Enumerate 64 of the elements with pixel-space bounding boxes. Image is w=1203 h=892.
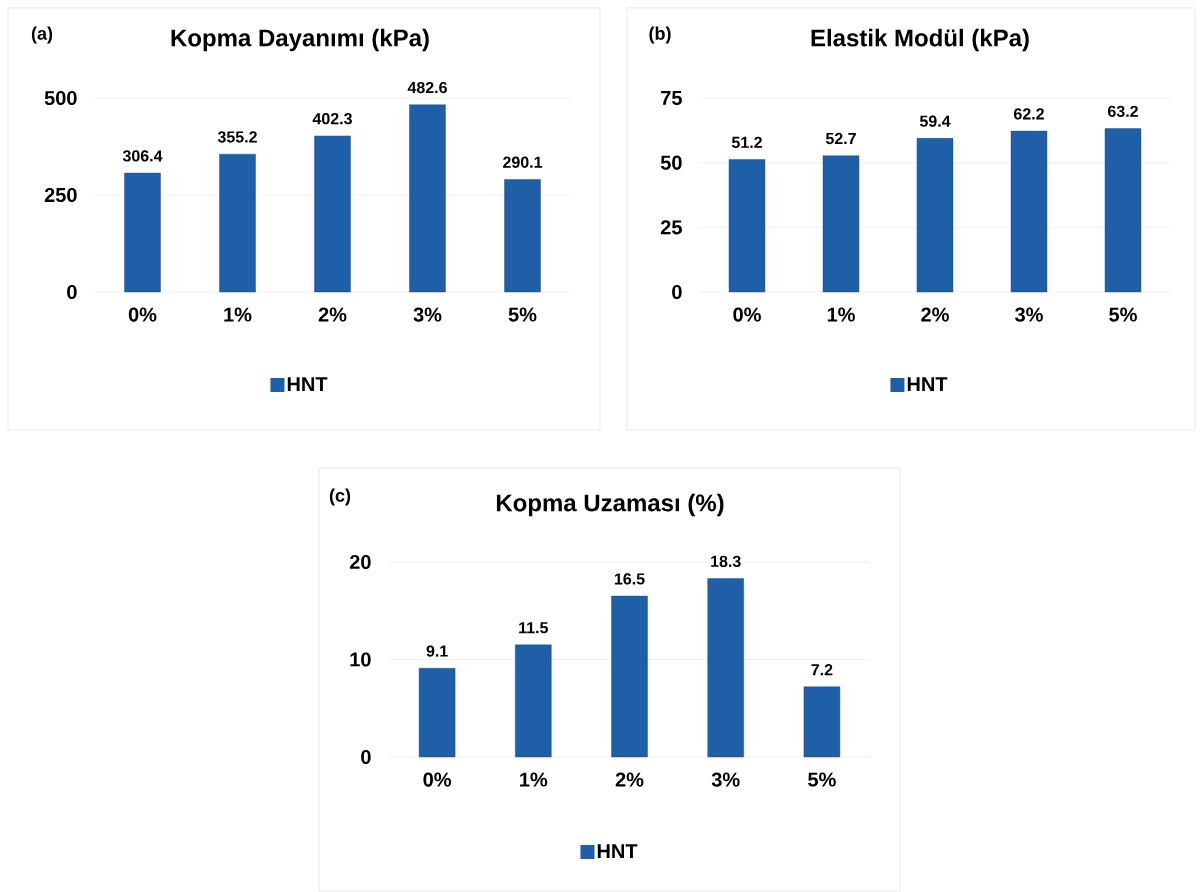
- y-tick-label: 20: [349, 554, 371, 570]
- data-label: 51.2: [731, 136, 762, 149]
- y-tick-label: 250: [44, 187, 77, 203]
- y-tick-label: 0: [361, 749, 371, 765]
- bar: [707, 578, 744, 758]
- data-label: 402.3: [312, 113, 352, 125]
- data-label: 306.4: [122, 150, 163, 162]
- data-label: 63.2: [1108, 105, 1138, 117]
- y-tick-label: 500: [44, 90, 77, 106]
- chart-title: Kopma Uzaması (%): [496, 493, 724, 517]
- x-tick-label: 2%: [921, 307, 949, 322]
- y-tick-label: 75: [661, 91, 682, 105]
- data-label: 290.1: [503, 156, 543, 168]
- bar: [409, 104, 446, 293]
- x-tick-label: 3%: [711, 772, 740, 787]
- bar: [1104, 128, 1142, 293]
- data-label: 482.6: [407, 81, 447, 94]
- x-tick-label: 1%: [224, 307, 252, 322]
- x-tick-label: 1%: [520, 772, 548, 787]
- x-tick-label: 0%: [423, 772, 452, 787]
- text: (b): [649, 26, 671, 44]
- bar: [504, 179, 541, 293]
- text: (c): [329, 488, 351, 506]
- text: (a): [31, 26, 53, 44]
- data-label: 16.5: [614, 573, 645, 585]
- legend-label: HNT: [907, 377, 948, 392]
- data-label: 59.4: [919, 115, 951, 127]
- x-tick-label: 5%: [808, 772, 836, 787]
- legend-label: HNT: [597, 844, 638, 859]
- bar: [728, 159, 766, 293]
- data-label: 18.3: [711, 555, 741, 568]
- x-tick-label: 0%: [733, 307, 761, 322]
- bar: [219, 153, 256, 293]
- bar: [611, 595, 648, 758]
- bar: [1010, 130, 1048, 293]
- bar: [803, 686, 841, 758]
- bar: [515, 644, 552, 758]
- x-tick-label: 5%: [508, 307, 537, 322]
- bar: [418, 668, 456, 758]
- data-label: 7.2: [811, 664, 833, 676]
- y-tick-label: 0: [672, 284, 682, 300]
- data-label: 11.5: [519, 622, 548, 634]
- legend-label: HNT: [287, 377, 328, 392]
- x-tick-label: 0%: [128, 307, 157, 322]
- chart-title: Elastik Modül (kPa): [811, 28, 1029, 52]
- x-tick-label: 5%: [1109, 307, 1137, 322]
- data-label: 9.1: [426, 645, 448, 657]
- x-tick-label: 3%: [413, 307, 442, 322]
- x-tick-label: 2%: [615, 772, 644, 787]
- y-tick-label: 50: [660, 155, 682, 170]
- data-label: 52.7: [825, 132, 856, 145]
- chart-title: Kopma Dayanımı (kPa): [171, 28, 429, 52]
- bar: [822, 155, 860, 293]
- x-tick-label: 3%: [1015, 307, 1043, 322]
- y-tick-label: 25: [660, 220, 682, 235]
- y-tick-label: 10: [350, 652, 371, 667]
- bar: [314, 135, 351, 293]
- bar: [916, 138, 954, 293]
- x-tick-label: 1%: [827, 307, 855, 322]
- bar: [124, 172, 161, 293]
- x-tick-label: 2%: [318, 307, 347, 322]
- data-label: 355.2: [217, 131, 257, 143]
- data-label: 62.2: [1014, 108, 1044, 120]
- y-tick-label: 0: [67, 284, 77, 300]
